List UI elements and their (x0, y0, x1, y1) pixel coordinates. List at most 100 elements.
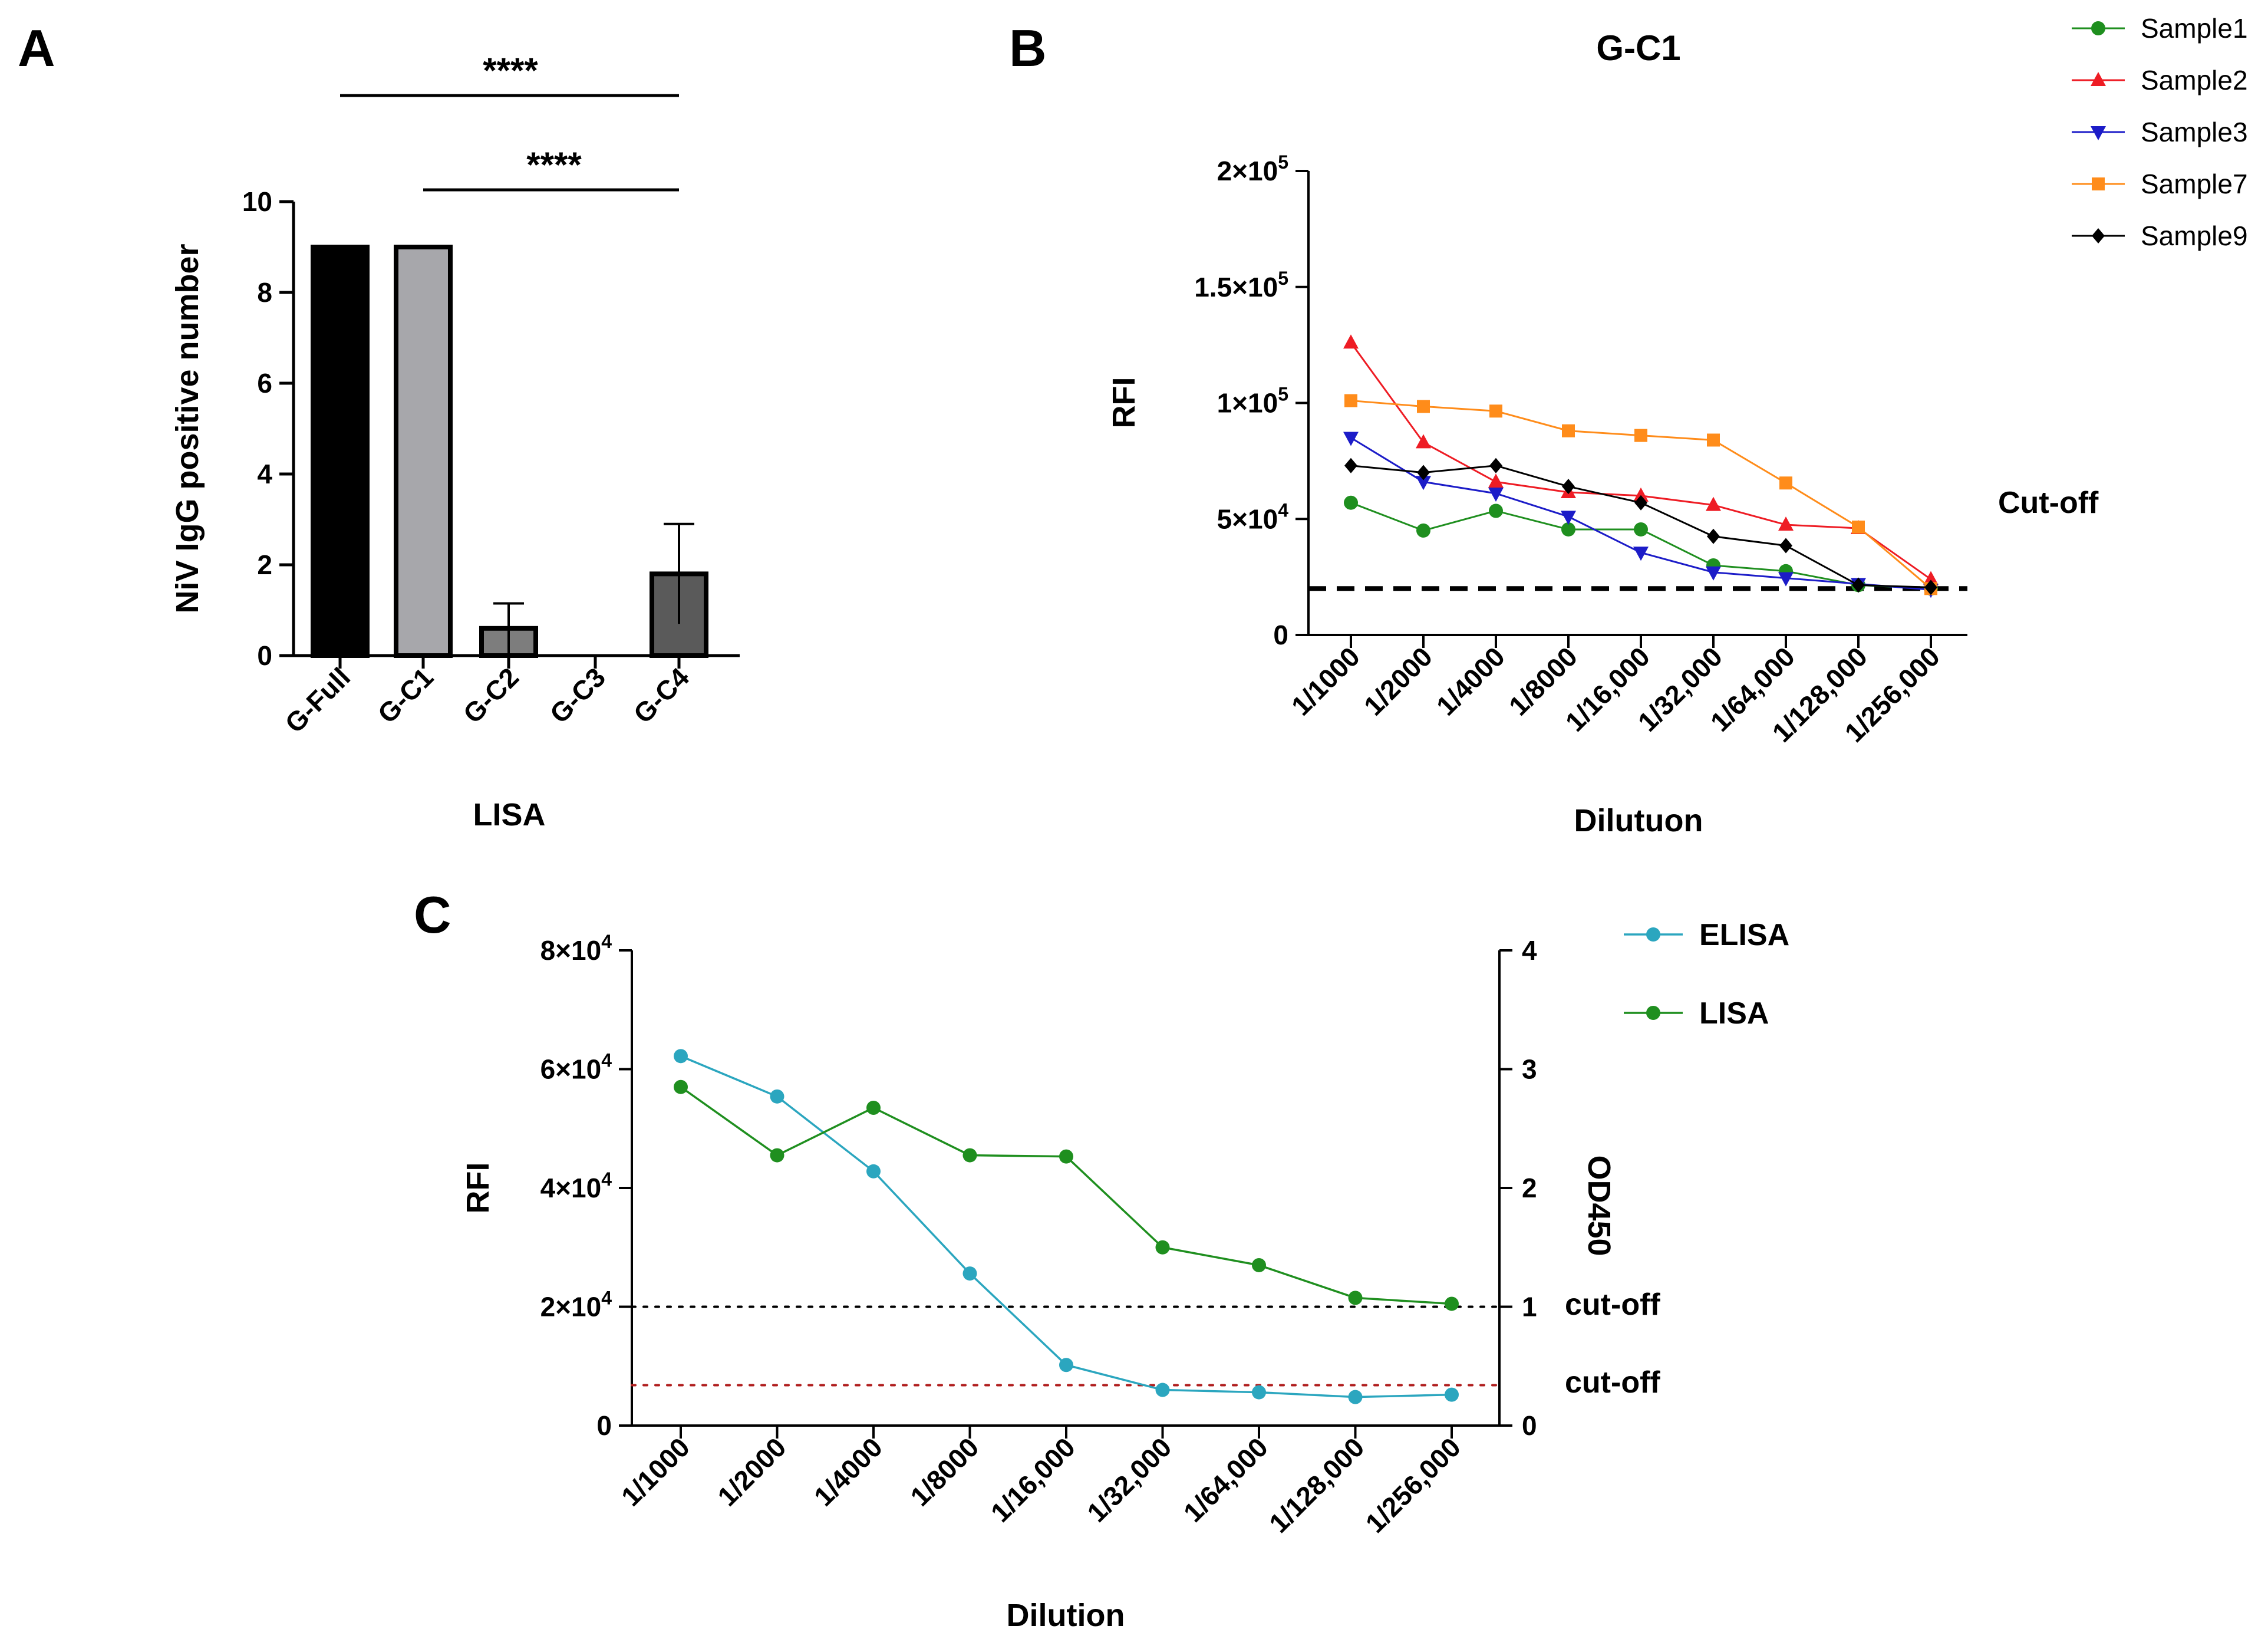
x-tick-label: G-C4 (628, 661, 695, 729)
data-point (1561, 511, 1576, 525)
panel-letter-a: A (18, 19, 55, 77)
data-point (1417, 465, 1430, 480)
bar (394, 245, 453, 658)
data-point (962, 1266, 977, 1281)
data-point (1348, 1390, 1363, 1404)
legend-label: Sample7 (2141, 169, 2248, 199)
y-axis-left-title: RFI (460, 1163, 496, 1214)
data-point (1416, 523, 1430, 538)
y-left-tick-label: 2×104 (540, 1288, 612, 1322)
series-line-lisa (680, 1086, 1452, 1305)
legend-marker (2091, 126, 2106, 140)
x-tick-label: 1/16,000 (985, 1431, 1081, 1528)
data-point (1489, 457, 1502, 473)
data-point (1252, 1385, 1266, 1400)
chart-title: G-C1 (1596, 28, 1680, 68)
y-tick-label: 6 (257, 368, 272, 399)
data-point (1417, 400, 1430, 413)
x-tick-label: 1/8000 (904, 1431, 984, 1512)
data-point (1344, 495, 1358, 510)
y-tick-label: 10 (242, 186, 272, 217)
y-right-tick-label: 0 (1522, 1410, 1537, 1441)
x-tick-label: 1/4000 (1430, 641, 1511, 721)
x-axis-title: LISA (473, 797, 545, 832)
panel-letter-b: B (1009, 19, 1047, 77)
data-point (1489, 503, 1503, 518)
legend-label: Sample9 (2141, 220, 2248, 251)
x-tick-label: 1/32,000 (1081, 1431, 1177, 1528)
cutoff-label: cut-off (1565, 1288, 1660, 1322)
data-point (1445, 1387, 1459, 1402)
legend-label: Sample1 (2141, 13, 2248, 44)
legend-label: Sample2 (2141, 65, 2248, 96)
data-point (1634, 522, 1648, 536)
data-point (1923, 571, 1939, 585)
data-point (1059, 1358, 1073, 1372)
data-point (1706, 496, 1721, 511)
x-tick-label: G-C3 (544, 661, 611, 729)
data-point (1348, 1291, 1363, 1305)
data-point (1707, 433, 1720, 447)
x-tick-label: G-C1 (372, 661, 439, 729)
legend-marker (1646, 927, 1660, 942)
series-line-sample3 (1350, 437, 1931, 591)
y-tick-label: 8 (257, 277, 272, 308)
data-point (866, 1164, 881, 1179)
data-point (1344, 394, 1357, 407)
data-point (1779, 538, 1792, 554)
legend-label: Sample3 (2141, 117, 2248, 147)
y-right-tick-label: 3 (1522, 1054, 1537, 1085)
data-point (1344, 457, 1357, 473)
x-tick-label: 1/1000 (615, 1431, 695, 1512)
legend-marker (2091, 72, 2106, 86)
data-point (1634, 429, 1647, 442)
y-tick-label: 4 (257, 459, 272, 489)
data-point (1852, 521, 1865, 534)
data-point (1561, 522, 1575, 536)
legend-label: ELISA (1699, 918, 1789, 952)
data-point (1924, 580, 1937, 595)
x-tick-label: G-Full (279, 661, 356, 739)
y-right-tick-label: 2 (1522, 1173, 1537, 1203)
y-tick-label: 1×105 (1217, 384, 1288, 419)
panel-a-bar-chart: 0 2 4 6 8 10 G-Full G-C1 G-C2 G-C3 G-C4 **** **** LIS… (170, 51, 740, 832)
data-point (674, 1079, 688, 1094)
cutoff-label: Cut-off (1998, 486, 2099, 520)
y-tick-label: 5×104 (1217, 499, 1289, 534)
x-tick-label: 1/2000 (1358, 641, 1438, 721)
data-point (1252, 1258, 1266, 1272)
legend-marker (2091, 21, 2105, 35)
data-point (1778, 572, 1794, 587)
x-tick-label: 1/128,000 (1263, 1431, 1370, 1538)
data-point (1706, 566, 1721, 581)
legend-marker (2092, 228, 2105, 243)
data-point (1343, 432, 1359, 446)
y-left-tick-label: 6×104 (540, 1050, 612, 1085)
panel-letter-c: C (414, 886, 451, 944)
data-point (1562, 479, 1575, 495)
x-tick-label: 1/256,000 (1360, 1431, 1466, 1538)
y-right-tick-label: 4 (1522, 935, 1537, 966)
data-point (1488, 473, 1504, 488)
legend-marker (2092, 177, 2105, 190)
data-point (1489, 404, 1502, 418)
data-point (1343, 334, 1359, 349)
x-tick-label: 1/64,000 (1178, 1431, 1274, 1528)
y-left-tick-label: 8×104 (540, 931, 612, 966)
y-tick-label: 0 (257, 640, 272, 671)
data-point (1562, 424, 1575, 437)
legend-label: LISA (1699, 996, 1769, 1031)
x-tick-label: G-C2 (457, 661, 525, 729)
data-point (1634, 495, 1647, 511)
x-axis-title: Dilutuon (1574, 803, 1703, 838)
significance-label: **** (483, 51, 538, 90)
y-left-tick-label: 0 (596, 1410, 612, 1441)
y-tick-label: 2×105 (1217, 152, 1288, 186)
data-point (1059, 1149, 1073, 1164)
legend-marker (1646, 1006, 1660, 1020)
data-point (1445, 1296, 1459, 1311)
data-point (1416, 434, 1431, 449)
series-line-elisa (680, 1055, 1452, 1398)
